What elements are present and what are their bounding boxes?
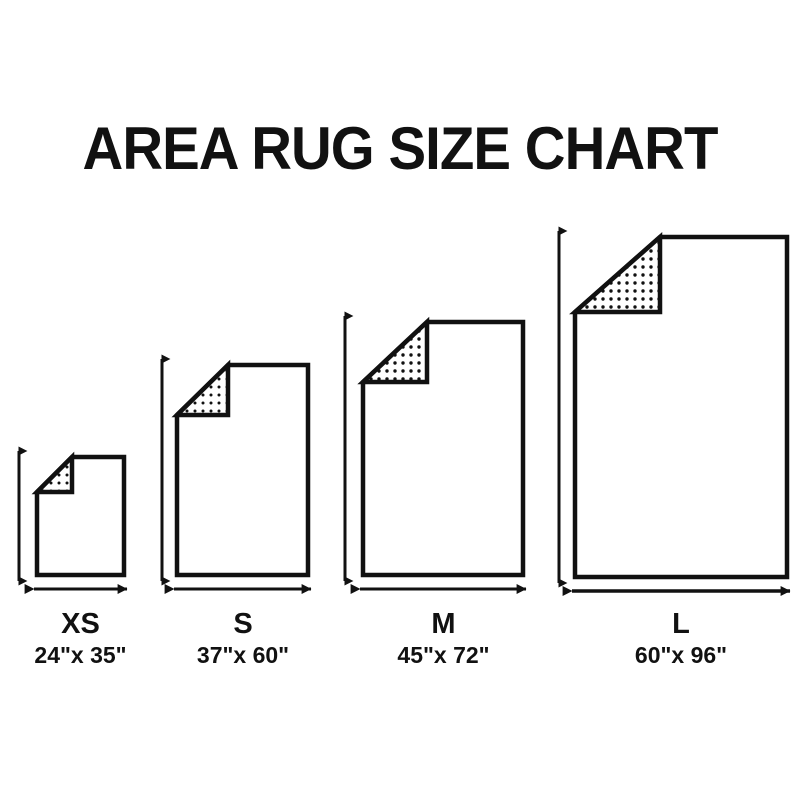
size-name-l: L <box>672 608 690 640</box>
rug-group-m[interactable] <box>343 311 527 594</box>
size-dimensions-s: 37"x 60" <box>196 642 290 668</box>
size-dimensions-xs: 24"x 35" <box>34 642 127 668</box>
fold-dot-pattern-xs <box>37 457 72 492</box>
fold-dot-pattern-l <box>575 237 660 312</box>
rug-body-xs <box>34 454 127 578</box>
fold-dot-pattern-m <box>363 322 427 382</box>
rug-group-l[interactable] <box>557 226 791 596</box>
size-label-s: S 37"x 60" <box>162 608 324 669</box>
size-label-m: M 45"x 72" <box>363 608 524 669</box>
size-name-m: M <box>431 608 456 640</box>
page-title: AREA RUG SIZE CHART <box>82 115 719 182</box>
size-name-s: S <box>233 608 253 640</box>
fold-dot-pattern-s <box>177 365 228 415</box>
size-dimensions-l: 60"x 96" <box>634 642 728 668</box>
rug-group-xs[interactable] <box>17 446 128 594</box>
size-name-xs: XS <box>61 608 100 640</box>
size-dimensions-m: 45"x 72" <box>397 642 490 668</box>
size-label-l: L 60"x 96" <box>574 608 788 669</box>
size-label-xs: XS 24"x 35" <box>0 608 161 669</box>
rug-group-s[interactable] <box>160 354 312 594</box>
